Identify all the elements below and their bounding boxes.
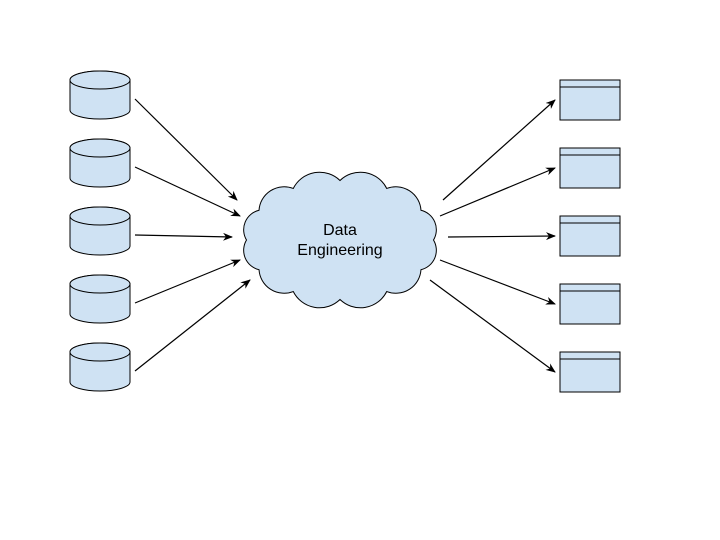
- arrow-out: [440, 260, 555, 304]
- server-icon: [560, 216, 620, 256]
- arrows-out-group: [430, 100, 555, 372]
- arrow-in: [135, 235, 232, 237]
- arrow-in: [135, 260, 240, 303]
- arrows-in-group: [135, 99, 250, 371]
- source-databases-group: [70, 71, 130, 391]
- server-icon: [560, 352, 620, 392]
- database-icon: [70, 139, 130, 187]
- arrow-in: [135, 167, 240, 216]
- arrow-in: [135, 99, 237, 200]
- database-icon: [70, 71, 130, 119]
- arrow-out: [443, 100, 555, 200]
- server-icon: [560, 148, 620, 188]
- cloud-icon: [244, 172, 437, 308]
- cloud-group: Data Engineering: [244, 172, 437, 308]
- database-icon: [70, 343, 130, 391]
- target-servers-group: [560, 80, 620, 392]
- cloud-label-line1: Data: [323, 222, 357, 239]
- database-icon: [70, 207, 130, 255]
- arrow-out: [448, 236, 555, 237]
- server-icon: [560, 80, 620, 120]
- database-icon: [70, 275, 130, 323]
- arrow-out: [430, 280, 555, 372]
- server-icon: [560, 284, 620, 324]
- arrow-in: [135, 280, 250, 371]
- diagram-canvas: Data Engineering: [0, 0, 720, 540]
- arrow-out: [440, 168, 555, 216]
- cloud-label-line2: Engineering: [297, 242, 382, 259]
